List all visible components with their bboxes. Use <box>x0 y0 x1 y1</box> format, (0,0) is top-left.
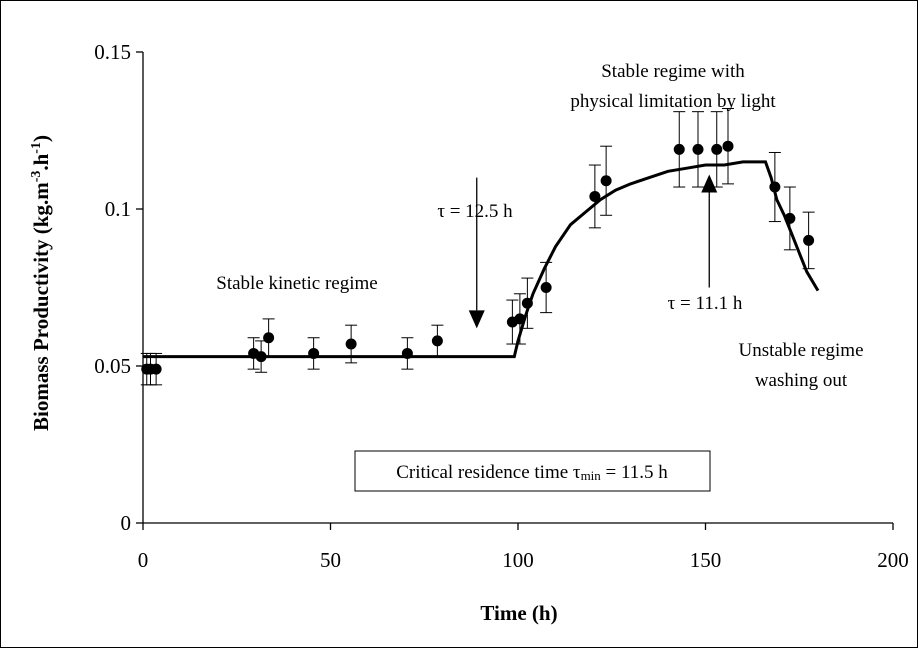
x-tick-label: 50 <box>320 548 341 572</box>
data-point <box>803 234 815 246</box>
critical-residence-box <box>354 450 711 492</box>
data-point <box>589 190 601 202</box>
data-point-group <box>345 324 358 364</box>
x-tick-label: 100 <box>502 548 534 572</box>
data-point-group <box>588 164 601 229</box>
data-point <box>692 143 704 155</box>
annotation-stable-limited-line2: physical limitation by light <box>570 91 776 112</box>
annotation-tau-11-1: τ = 11.1 h <box>668 293 743 314</box>
data-point-group <box>710 111 723 188</box>
y-axis-title: Biomass Productivity (kg.m-3.h-1) <box>29 135 53 431</box>
data-point-group <box>783 186 796 251</box>
x-tick-labels: 0 50 100 150 200 <box>138 548 909 572</box>
data-point <box>784 212 796 224</box>
annotation-unstable-line2: washing out <box>755 370 848 391</box>
data-point <box>540 282 552 293</box>
data-point-group <box>722 108 734 185</box>
data-point-group <box>768 151 781 223</box>
data-point-group <box>307 337 320 370</box>
data-point <box>600 175 612 187</box>
data-point <box>401 347 413 359</box>
data-point-group <box>431 324 444 358</box>
data-point <box>514 313 526 325</box>
annotation-tau-12-5: τ = 12.5 h <box>437 201 513 222</box>
data-point <box>769 181 781 193</box>
data-points <box>140 108 815 386</box>
data-point-group <box>262 318 275 358</box>
annotation-stable-kinetic: Stable kinetic regime <box>216 273 377 294</box>
data-point <box>255 351 267 363</box>
data-point-group <box>255 340 268 373</box>
annotation-arrows <box>468 174 718 329</box>
annotation-unstable-line1: Unstable regime <box>738 340 863 361</box>
model-curve-line <box>143 160 820 359</box>
data-point <box>722 140 734 152</box>
data-point-group <box>600 145 613 216</box>
x-tick-label: 200 <box>877 548 909 572</box>
arrow-head <box>468 310 485 329</box>
x-tick-label: 150 <box>690 548 722 572</box>
data-point-group <box>150 352 163 386</box>
data-point <box>521 297 533 309</box>
data-point <box>150 363 162 375</box>
data-point-group <box>521 277 534 329</box>
x-tick-label: 0 <box>138 548 149 572</box>
y-tick-label: 0 <box>121 511 132 535</box>
axis-ticks <box>136 51 894 530</box>
y-tick-label: 0.15 <box>94 40 131 64</box>
data-point-group <box>673 111 686 188</box>
data-point <box>263 332 275 344</box>
data-point <box>431 335 443 347</box>
arrow-head <box>701 174 718 193</box>
x-axis-title: Time (h) <box>480 601 557 625</box>
y-tick-label: 0.05 <box>94 354 131 378</box>
y-tick-label: 0.1 <box>105 197 131 221</box>
data-point-group <box>802 211 815 270</box>
data-point <box>345 338 357 350</box>
data-point-group <box>540 261 553 314</box>
y-tick-labels: 0 0.05 0.1 0.15 <box>94 40 131 535</box>
data-point <box>308 347 320 359</box>
data-point-group <box>692 111 704 188</box>
data-point-group <box>401 337 414 370</box>
data-point <box>711 143 723 155</box>
critical-residence-label: Critical residence time τmin = 11.5 h <box>396 462 668 483</box>
annotation-stable-limited-line1: Stable regime with <box>601 61 745 82</box>
data-point <box>673 143 685 155</box>
data-point-group <box>513 293 526 345</box>
